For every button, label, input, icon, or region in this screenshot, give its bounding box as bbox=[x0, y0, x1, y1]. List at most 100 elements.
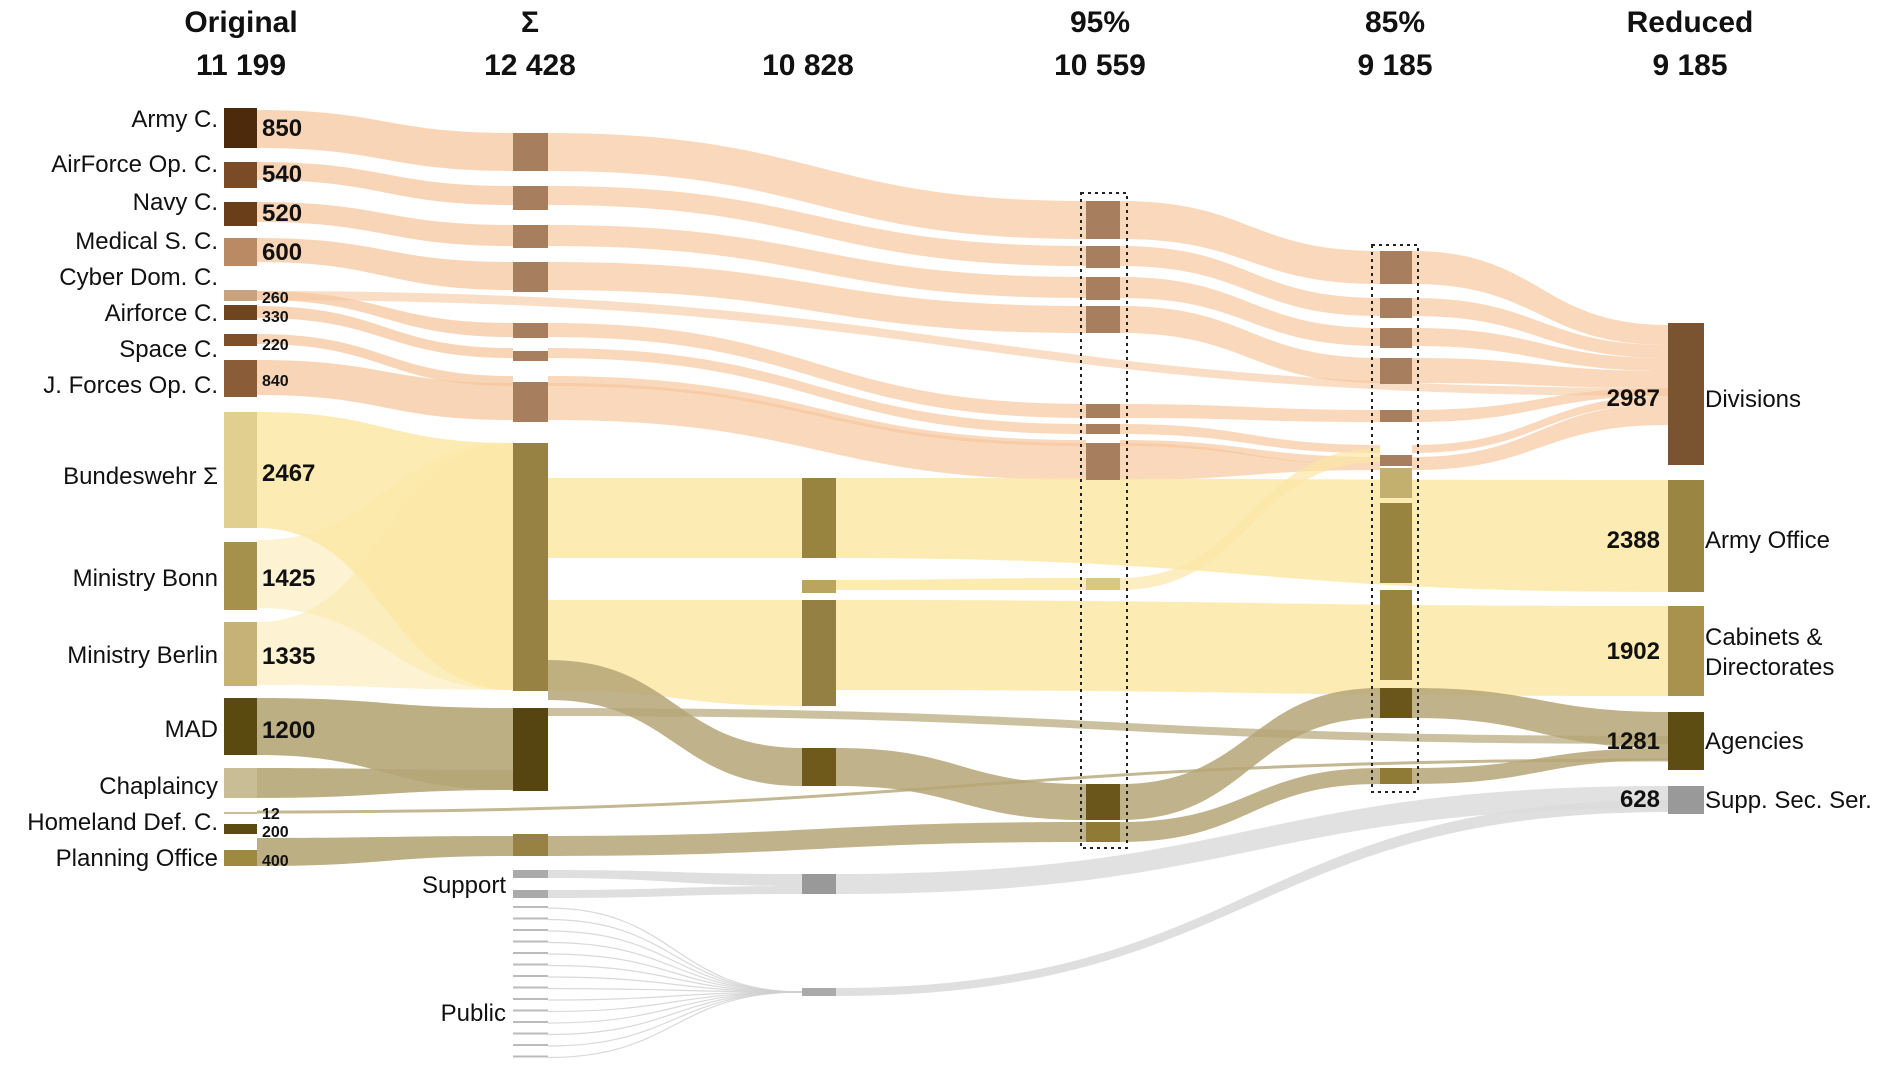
output-label-directorates: Directorates bbox=[1705, 654, 1834, 681]
source-node-9 bbox=[224, 542, 257, 610]
sum-node-public-9 bbox=[513, 1009, 548, 1012]
flow-sum-to-third-upper bbox=[548, 478, 802, 558]
source-node-6 bbox=[224, 334, 257, 346]
source-value-homeland-12: 12 bbox=[262, 806, 280, 823]
flow-command-5-a bbox=[257, 306, 513, 358]
flow-command-7-a bbox=[257, 360, 513, 420]
output-label-cabinets: Cabinets & bbox=[1705, 624, 1822, 651]
source-value-navy: 520 bbox=[262, 200, 302, 227]
flow-third-to-95 bbox=[836, 578, 1086, 590]
flow-cyber-direct bbox=[257, 291, 1668, 396]
flow-planning-to-95 bbox=[548, 822, 1086, 856]
flow-command-1-d bbox=[1412, 298, 1668, 358]
p95-node-2 bbox=[1086, 277, 1120, 300]
flow-95-to-85-planning bbox=[1120, 768, 1380, 842]
sum-node-agency bbox=[513, 708, 548, 791]
source-value-planning: 400 bbox=[262, 853, 289, 870]
source-value-medical: 600 bbox=[262, 239, 302, 266]
sum-node-ministry bbox=[513, 443, 548, 691]
flow-command-0-d bbox=[1412, 251, 1668, 345]
p95-node-3 bbox=[1086, 306, 1120, 333]
sum-node-public-10 bbox=[513, 1021, 548, 1023]
p95-node-0 bbox=[1086, 201, 1120, 239]
source-value-airforce: 330 bbox=[262, 309, 289, 326]
section-label-public: Public bbox=[441, 1000, 506, 1027]
sum-node-command-2 bbox=[513, 225, 548, 248]
sum-node-command-5 bbox=[513, 351, 548, 361]
sum-node-command-6 bbox=[513, 382, 548, 422]
flow-command-2-b bbox=[548, 225, 1086, 298]
source-value-ministry-berlin: 1335 bbox=[262, 643, 315, 670]
col-title-85: 85% bbox=[1365, 6, 1425, 39]
flow-95-to-85-cross bbox=[1120, 448, 1380, 590]
p95-node-ministry bbox=[1086, 578, 1120, 590]
p95-node-agency bbox=[1086, 784, 1120, 820]
source-values: 850 540 520 600 260 330 220 840 2467 142… bbox=[262, 115, 315, 870]
third-node-1 bbox=[802, 478, 836, 558]
third-node-public bbox=[802, 988, 836, 996]
source-value-jforces: 840 bbox=[262, 373, 289, 390]
source-node-14 bbox=[224, 824, 257, 834]
source-node-12 bbox=[224, 768, 257, 798]
column-headers: Original 11 199 Σ 12 428 10 828 95% 10 5… bbox=[184, 6, 1753, 82]
flow-public-strand-0 bbox=[547, 907, 803, 993]
output-labels: 2987 Divisions 2388 Army Office 1902 Cab… bbox=[1607, 385, 1872, 814]
p85-node-3 bbox=[1380, 358, 1412, 384]
output-value-divisions: 2987 bbox=[1607, 385, 1660, 412]
flow-public-strand-11 bbox=[547, 991, 803, 1036]
col-title-sum: Σ bbox=[521, 6, 539, 39]
third-node-4 bbox=[802, 748, 836, 786]
flow-mad-direct bbox=[548, 708, 1668, 744]
flow-command-5-c bbox=[1120, 424, 1380, 453]
output-value-agencies: 1281 bbox=[1607, 728, 1660, 755]
flow-public-strand-13 bbox=[547, 991, 803, 1059]
source-label-army: Army C. bbox=[131, 106, 218, 133]
source-value-cyber: 260 bbox=[262, 290, 289, 307]
output-node-3 bbox=[1668, 712, 1704, 770]
source-label-navy: Navy C. bbox=[133, 189, 218, 216]
source-node-3 bbox=[224, 238, 257, 266]
source-node-2 bbox=[224, 202, 257, 226]
source-node-0 bbox=[224, 108, 257, 148]
output-node-0 bbox=[1668, 323, 1704, 465]
sum-node-public-5 bbox=[513, 963, 548, 966]
p85-node-ministry-2 bbox=[1380, 503, 1412, 583]
source-value-homeland: 200 bbox=[262, 824, 289, 841]
p85-node-1 bbox=[1380, 298, 1412, 318]
sum-node-command-4 bbox=[513, 323, 548, 338]
flow-public-strand-7 bbox=[547, 987, 803, 993]
flow-links bbox=[256, 110, 1669, 1059]
flow-command-0-c bbox=[1120, 201, 1380, 284]
source-node-15 bbox=[224, 850, 257, 866]
flow-command-6-a bbox=[257, 334, 513, 386]
p85-node-agency bbox=[1380, 688, 1412, 718]
flow-command-1-a bbox=[257, 162, 513, 205]
third-node-3 bbox=[802, 600, 836, 706]
output-label-army-office: Army Office bbox=[1705, 527, 1830, 554]
flow-85-to-agencies-2 bbox=[1412, 748, 1668, 784]
sum-node-command-0 bbox=[513, 133, 548, 171]
sum-node-public-3 bbox=[513, 940, 548, 943]
output-label-agencies: Agencies bbox=[1705, 728, 1804, 755]
flow-command-0-a bbox=[257, 110, 513, 171]
flow-command-2-a bbox=[257, 202, 513, 246]
flow-command-2-c bbox=[1120, 277, 1380, 346]
flow-homeland-line bbox=[256, 758, 1669, 814]
flow-95-to-85-agency bbox=[1120, 688, 1380, 820]
p85-node-ministry-3 bbox=[1380, 590, 1412, 680]
flow-command-4-a bbox=[257, 291, 513, 337]
p95-node-4 bbox=[1086, 404, 1120, 418]
flow-sum-to-third-agency bbox=[548, 660, 802, 786]
source-node-1 bbox=[224, 162, 257, 188]
flow-support-1 bbox=[548, 870, 802, 886]
output-label-supp-sec: Supp. Sec. Ser. bbox=[1705, 787, 1872, 814]
flow-support-to-supp bbox=[836, 786, 1668, 894]
p85-node-0 bbox=[1380, 251, 1412, 284]
sum-node-planning bbox=[513, 834, 548, 856]
flow-public-to-supp bbox=[836, 800, 1668, 996]
flow-command-2-d bbox=[1412, 328, 1668, 371]
selection-box-85 bbox=[1371, 244, 1419, 793]
flow-support-2 bbox=[548, 886, 802, 898]
flow-command-6-b bbox=[548, 376, 1086, 446]
col-total-sum: 12 428 bbox=[484, 49, 576, 82]
